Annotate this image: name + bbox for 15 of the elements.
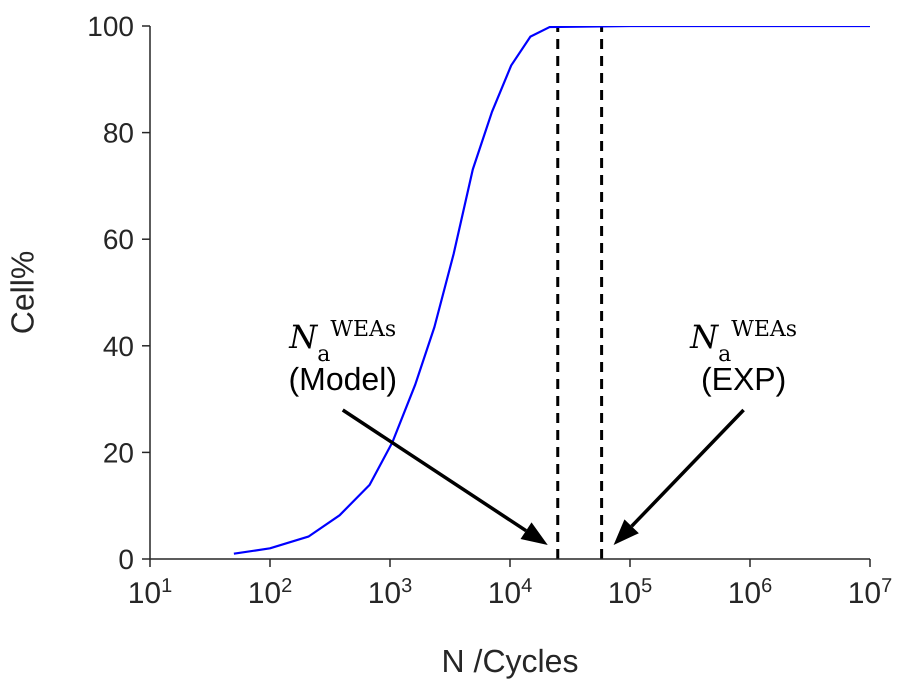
x-tick-label: 10$^{7}$ <box>848 575 892 610</box>
y-tick-label: 0 <box>118 544 134 575</box>
y-axis-title: Cell% <box>4 250 40 334</box>
y-tick-label: 100 <box>87 11 134 42</box>
x-tick-label: 10$^{1}$ <box>128 575 172 610</box>
x-tick-label: 10$^{2}$ <box>248 575 292 610</box>
y-tick-label: 20 <box>102 437 134 468</box>
x-axis-title: N /Cycles <box>442 643 578 679</box>
x-tick-label: 10$^{6}$ <box>728 575 772 610</box>
x-tick-label: 10$^{5}$ <box>608 575 652 610</box>
y-tick-label: 60 <box>102 224 134 256</box>
x-tick-label: 10$^{3}$ <box>368 575 412 610</box>
x-tick-label: 10$^{4}$ <box>488 575 532 610</box>
y-tick-label: 40 <box>102 330 134 362</box>
y-tick-label: 80 <box>102 118 134 149</box>
